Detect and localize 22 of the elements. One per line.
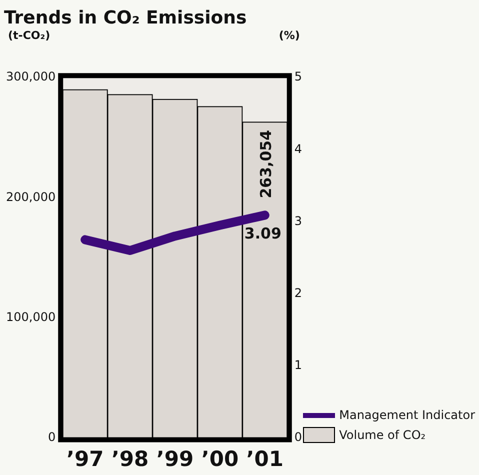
data-label: 3.09 [244,224,282,243]
x-tick-label: ’00 [201,446,239,471]
y2-tick-label: 2 [294,286,302,300]
x-tick-label: ’01 [246,446,284,471]
y-tick-label: 200,000 [6,190,56,204]
x-tick-label: ’98 [111,446,149,471]
y2-tick-label: 3 [294,214,302,228]
y-tick-label: 100,000 [6,310,56,324]
y2-tick-label: 1 [294,358,302,372]
y2-tick-label: 4 [294,142,302,156]
legend-label: Management Indicator [339,408,475,422]
x-tick-label: ’97 [66,446,104,471]
y2-axis-title: (%) [278,28,300,42]
y-axis-title: (t-CO₂) [8,28,50,42]
y-tick-label: 0 [48,430,56,444]
data-label: 263,054 [256,130,275,198]
y2-tick-label: 0 [294,430,302,444]
chart-title: Trends in CO₂ Emissions [4,7,247,28]
legend-label: Volume of CO₂ [339,428,426,442]
y-tick-label: 300,000 [6,70,56,84]
y2-tick-label: 5 [294,70,302,84]
x-tick-label: ’99 [156,446,194,471]
